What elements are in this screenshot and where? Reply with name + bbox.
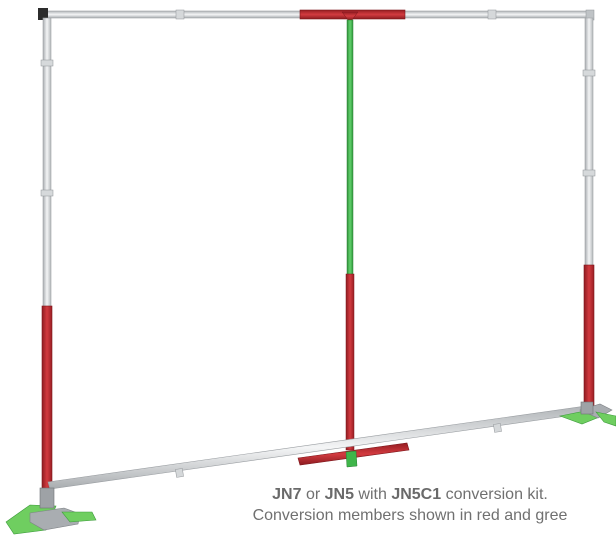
center-pole-conversion-red (346, 274, 354, 450)
top-crossbar (38, 8, 594, 20)
left-upright (41, 18, 53, 490)
product-code-jn5: JN5 (325, 486, 354, 503)
product-code-jn7: JN7 (272, 486, 301, 503)
center-pole (342, 12, 358, 450)
left-upright-conversion-red (42, 306, 52, 490)
caption-line-1: JN7 or JN5 with JN5C1 conversion kit. (190, 484, 616, 505)
right-upright-conversion-red (584, 265, 594, 408)
center-pole-conversion-green (347, 20, 353, 276)
product-caption: JN7 or JN5 with JN5C1 conversion kit. Co… (190, 484, 616, 526)
left-foot (6, 488, 96, 534)
product-code-jn5c1: JN5C1 (391, 486, 441, 503)
base-bar (48, 406, 588, 489)
caption-line-2: Conversion members shown in red and gree (190, 505, 616, 526)
right-upright (583, 18, 595, 408)
